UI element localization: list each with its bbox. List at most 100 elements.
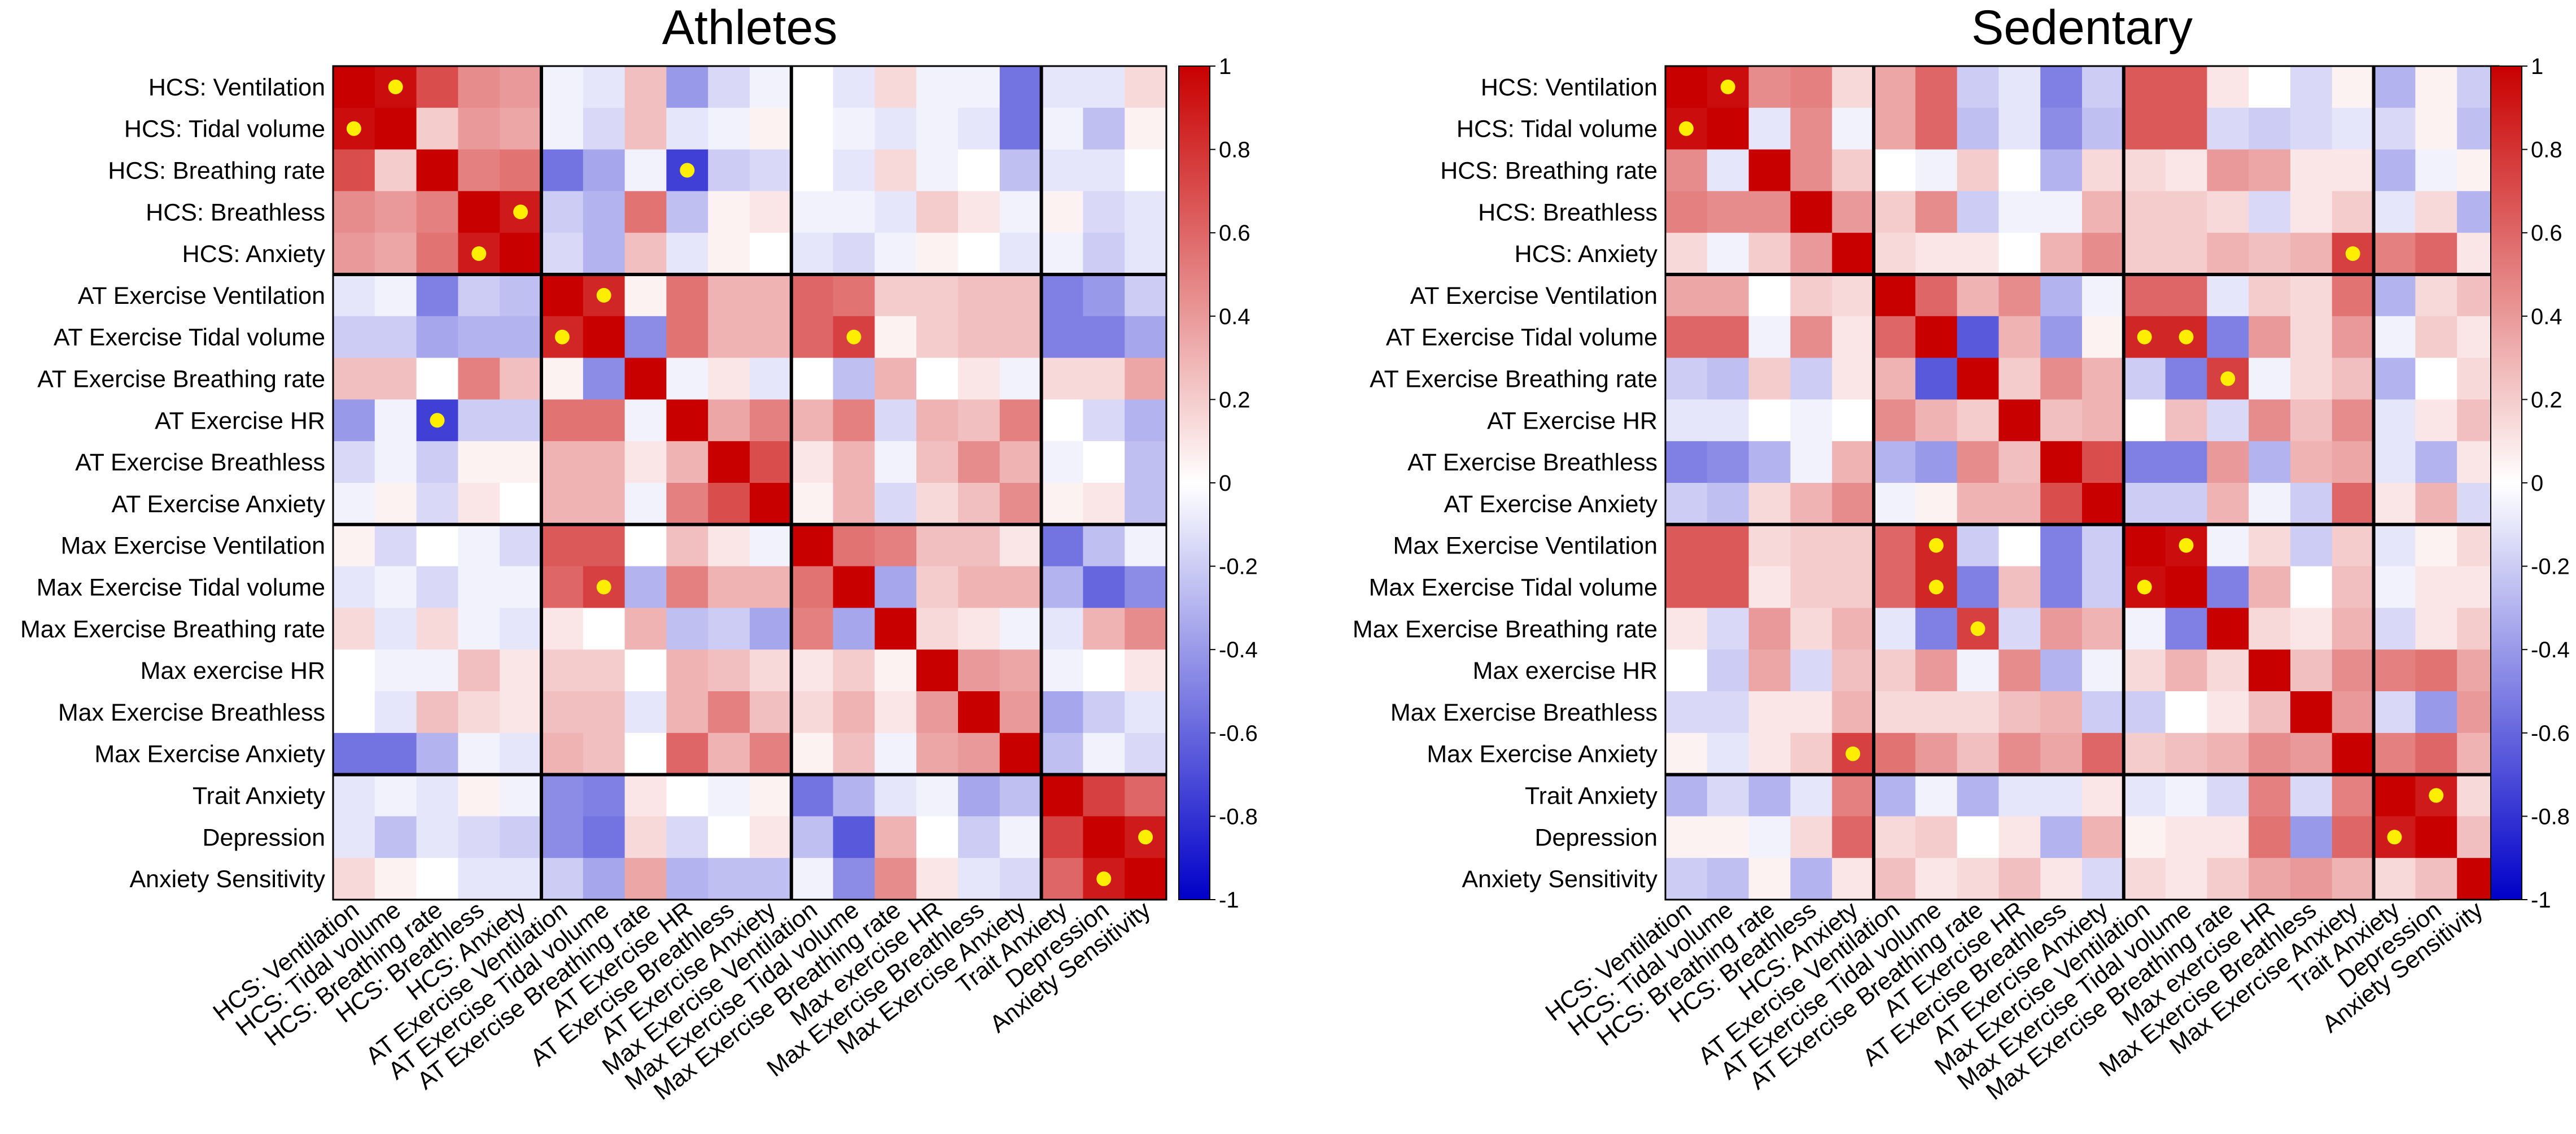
heatmap-cell [458, 649, 500, 692]
heatmap-cell [333, 191, 375, 233]
heatmap-cell [750, 233, 792, 275]
heatmap-cell [2207, 774, 2249, 817]
significance-marker [1720, 79, 1735, 94]
heatmap-cell [1083, 191, 1125, 233]
heatmap-cell [2082, 816, 2124, 858]
colorbar-tick-label: 0.8 [2531, 138, 2562, 163]
heatmap-cell [999, 483, 1042, 525]
heatmap-cell [2332, 191, 2374, 233]
heatmap-cell [999, 608, 1042, 650]
heatmap-cell [2290, 608, 2333, 650]
heatmap-cell [958, 274, 1000, 317]
heatmap-cell [1915, 732, 1958, 775]
heatmap-cell [2249, 774, 2291, 817]
heatmap-cell [1915, 233, 1958, 275]
heatmap-cell [1707, 524, 1750, 567]
heatmap-cell [708, 357, 750, 400]
heatmap-cell [2082, 691, 2124, 734]
heatmap-cell [1707, 774, 1750, 817]
heatmap-cell [1748, 858, 1791, 900]
colorbar-tick-label: 0 [2531, 471, 2543, 496]
row-label: Max Exercise Breathless [58, 699, 325, 726]
heatmap-cell [1874, 233, 1916, 275]
heatmap-cell [541, 483, 584, 525]
row-label: Max exercise HR [1473, 657, 1657, 684]
heatmap-cell [1832, 233, 1874, 275]
heatmap-cell [2207, 399, 2249, 442]
heatmap-cell [583, 441, 626, 483]
heatmap-cell [2040, 483, 2083, 525]
heatmap-cell [791, 107, 834, 150]
heatmap-cell [1665, 691, 1708, 734]
heatmap-cell [458, 274, 500, 317]
heatmap-cell [2373, 732, 2416, 775]
heatmap-cell [2415, 66, 2457, 108]
heatmap-cell [1125, 357, 1167, 400]
heatmap-cell [416, 274, 458, 317]
heatmap-cell [1125, 274, 1167, 317]
heatmap-cell [2165, 441, 2207, 483]
heatmap-cell [416, 732, 458, 775]
heatmap-cell [583, 774, 626, 817]
chart-title: Sedentary [1971, 1, 2193, 55]
heatmap-cell [1874, 66, 1916, 108]
heatmap-cell [2373, 274, 2416, 317]
row-label: AT Exercise Tidal volume [1386, 324, 1657, 351]
heatmap-cell [541, 399, 584, 442]
heatmap-cell [333, 858, 375, 900]
heatmap-cell [1665, 774, 1708, 817]
heatmap-cell [2207, 649, 2249, 692]
heatmap-cell [1915, 316, 1958, 359]
heatmap-cell [583, 524, 626, 567]
heatmap-cell [374, 608, 417, 650]
heatmap-cell [2165, 66, 2207, 108]
heatmap-cell [333, 649, 375, 692]
heatmap-cell [874, 524, 917, 567]
heatmap-cell [1748, 357, 1791, 400]
heatmap-cell [1041, 566, 1083, 608]
heatmap-cell [1832, 691, 1874, 734]
row-label: HCS: Ventilation [148, 74, 325, 101]
heatmap-cell [833, 233, 875, 275]
heatmap-cell [1998, 608, 2041, 650]
heatmap-cell [1083, 274, 1125, 317]
heatmap-cell [833, 66, 875, 108]
heatmap-cell [666, 649, 708, 692]
heatmap-cell [1083, 316, 1125, 359]
row-label: Max Exercise Tidal volume [1369, 574, 1657, 601]
heatmap-cell [2332, 649, 2374, 692]
significance-marker [2137, 329, 2152, 344]
heatmap-cell [1874, 316, 1916, 359]
heatmap-cell [874, 191, 917, 233]
heatmap-cell [791, 233, 834, 275]
heatmap-cell [1915, 858, 1958, 900]
heatmap-cell [708, 316, 750, 359]
heatmap-cell [624, 233, 667, 275]
heatmap-cell [1707, 732, 1750, 775]
heatmap-cell [500, 524, 542, 567]
heatmap-cell [916, 233, 959, 275]
heatmap-cell [374, 566, 417, 608]
heatmap-cell [2040, 399, 2083, 442]
heatmap-cell [916, 441, 959, 483]
heatmap-cell [1748, 399, 1791, 442]
heatmap-cell [791, 691, 834, 734]
heatmap-cell [1832, 274, 1874, 317]
heatmap-cell [2082, 191, 2124, 233]
chart-title: Athletes [662, 1, 838, 55]
heatmap-cell [750, 774, 792, 817]
heatmap-cell [1748, 816, 1791, 858]
heatmap-cell [1748, 691, 1791, 734]
heatmap-cell [1874, 649, 1916, 692]
heatmap-cell [958, 357, 1000, 400]
heatmap-cell [2040, 191, 2083, 233]
heatmap-cell [624, 524, 667, 567]
colorbar-tick-label: -0.4 [1219, 638, 1258, 662]
heatmap-cell [1083, 774, 1125, 817]
heatmap-cell [1957, 774, 1999, 817]
heatmap-cell [1874, 608, 1916, 650]
heatmap-cell [2082, 732, 2124, 775]
significance-marker [596, 287, 611, 303]
heatmap-cell [874, 149, 917, 191]
heatmap-cell [2207, 691, 2249, 734]
